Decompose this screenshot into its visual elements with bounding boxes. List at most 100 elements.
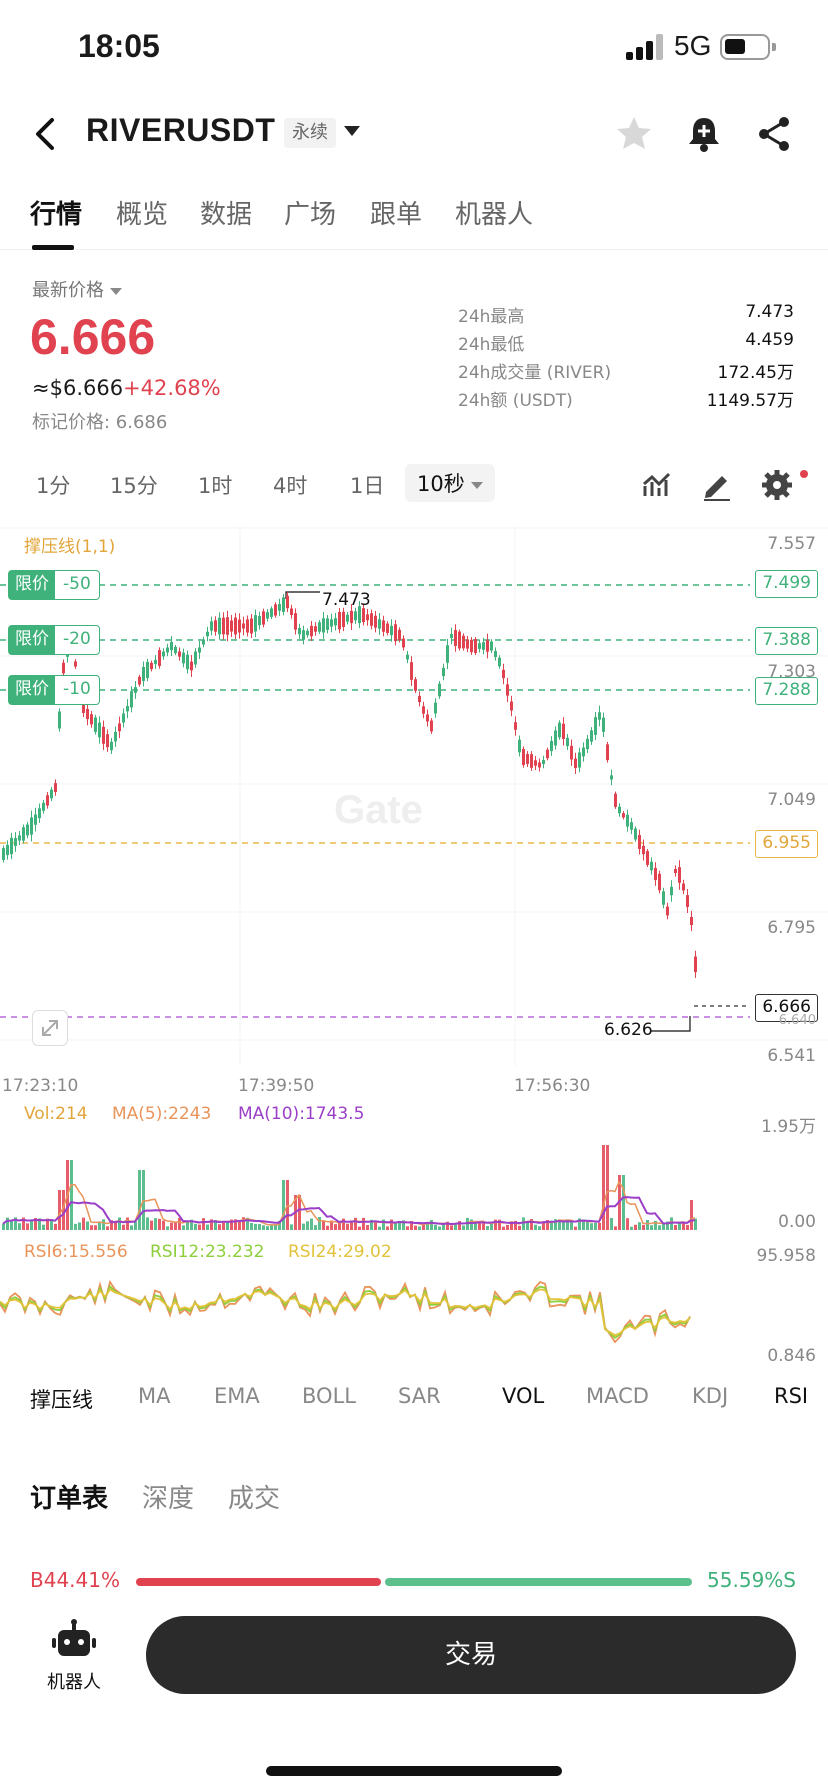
volume-bar <box>6 1217 9 1230</box>
tab-copy-trade[interactable]: 跟单 <box>370 200 423 230</box>
candle <box>562 723 565 739</box>
tab-overview[interactable]: 概览 <box>116 200 169 230</box>
interval-1h[interactable]: 1时 <box>198 474 233 498</box>
volume-bar <box>222 1222 225 1230</box>
limit-order-tag-50[interactable]: 限价 -50 <box>8 570 100 600</box>
volume-bar <box>246 1217 249 1230</box>
tab-market[interactable]: 行情 <box>30 200 83 230</box>
trade-button[interactable]: 交易 <box>146 1616 796 1694</box>
back-button[interactable] <box>26 114 66 154</box>
candle <box>410 662 413 680</box>
robot-button[interactable]: 机器人 <box>38 1618 110 1694</box>
candle <box>354 611 357 621</box>
volume-bar <box>158 1218 161 1230</box>
volume-bar <box>194 1223 197 1230</box>
volume-bar <box>42 1224 45 1230</box>
home-indicator[interactable] <box>266 1766 562 1776</box>
tab-square[interactable]: 广场 <box>284 200 337 230</box>
tab-bots[interactable]: 机器人 <box>455 200 534 230</box>
tab-trades[interactable]: 成交 <box>228 1484 281 1514</box>
sell-ratio: 55.59%S <box>707 1568 796 1592</box>
indicator-rsi[interactable]: RSI <box>774 1384 809 1408</box>
indicator-support[interactable]: 撑压线 <box>30 1388 93 1412</box>
candle <box>450 633 453 639</box>
volume-bar <box>634 1224 637 1230</box>
candle <box>22 827 25 841</box>
candle <box>122 713 125 723</box>
candle <box>638 835 641 849</box>
candle <box>282 597 285 612</box>
volume-bar <box>602 1145 605 1230</box>
volume-bar <box>118 1217 121 1230</box>
volume-bar <box>682 1222 685 1230</box>
indicator-macd[interactable]: MACD <box>586 1384 649 1408</box>
candle <box>142 667 145 681</box>
indicator-vol[interactable]: VOL <box>502 1384 545 1408</box>
pencil-icon[interactable] <box>700 468 734 502</box>
candle <box>398 629 401 640</box>
expand-chart-button[interactable] <box>32 1010 68 1046</box>
star-icon[interactable] <box>612 112 656 156</box>
volume-bar <box>238 1220 241 1230</box>
candle <box>554 730 557 746</box>
pair-title[interactable]: RIVERUSDT <box>86 112 276 148</box>
tab-depth[interactable]: 深度 <box>142 1484 195 1514</box>
interval-4h[interactable]: 4时 <box>273 474 308 498</box>
candle <box>342 611 345 628</box>
volume-bar <box>550 1220 553 1230</box>
candle <box>102 726 105 744</box>
volume-bar <box>154 1218 157 1230</box>
volume-bar <box>654 1220 657 1230</box>
tab-orderbook[interactable]: 订单表 <box>30 1484 109 1514</box>
volume-bar <box>142 1170 145 1230</box>
candle <box>210 621 213 631</box>
share-icon[interactable] <box>752 112 796 156</box>
interval-1m[interactable]: 1分 <box>36 474 71 498</box>
candle <box>690 916 693 926</box>
interval-10s[interactable]: 10秒 <box>405 464 495 502</box>
interval-15m[interactable]: 15分 <box>110 474 158 498</box>
status-time: 18:05 <box>78 28 160 64</box>
volume-bar <box>150 1220 153 1230</box>
candle <box>522 748 525 766</box>
candle <box>298 628 301 635</box>
gear-icon[interactable] <box>760 468 794 502</box>
limit-order-tag-10[interactable]: 限价 -10 <box>8 675 100 705</box>
volume-bar <box>22 1217 25 1230</box>
gate-watermark: Gate <box>334 788 423 832</box>
alert-bell-icon[interactable] <box>682 112 726 156</box>
volume-bar <box>442 1223 445 1230</box>
volume-bar <box>522 1217 525 1230</box>
header: RIVERUSDT 永续 <box>0 96 828 176</box>
limit-order-tag-20[interactable]: 限价 -20 <box>8 625 100 655</box>
interval-1d[interactable]: 1日 <box>350 474 385 498</box>
tab-data[interactable]: 数据 <box>200 200 253 230</box>
volume-bar <box>366 1225 369 1230</box>
indicator-boll[interactable]: BOLL <box>302 1384 356 1408</box>
latest-price-label[interactable]: 最新价格 <box>32 276 122 302</box>
candle <box>566 737 569 747</box>
volume-bar <box>162 1220 165 1230</box>
indicator-ema[interactable]: EMA <box>214 1384 260 1408</box>
kline-chart[interactable]: Gate 撑压线(1,1) 限价 -50 限价 -20 限价 -10 7.557 7.… <box>0 526 828 1096</box>
indicator-sar[interactable]: SAR <box>398 1384 441 1408</box>
volume-bar <box>314 1225 317 1230</box>
volume-bar <box>374 1221 377 1230</box>
indicator-ma[interactable]: MA <box>138 1384 171 1408</box>
volume-bar <box>402 1220 405 1230</box>
indicator-kdj[interactable]: KDJ <box>692 1384 729 1408</box>
volume-bar <box>530 1219 533 1230</box>
volume-bar <box>506 1224 509 1230</box>
candle <box>242 623 245 629</box>
volume-bar <box>58 1190 61 1230</box>
volume-bar <box>286 1180 289 1230</box>
status-bar: 18:05 5G <box>0 0 828 96</box>
volume-bar <box>638 1222 641 1230</box>
chevron-down-icon[interactable] <box>344 126 360 136</box>
candle <box>166 647 169 653</box>
volume-bar <box>146 1217 149 1230</box>
volume-bar <box>674 1224 677 1230</box>
candle <box>498 657 501 667</box>
volume-bar <box>78 1222 81 1230</box>
chart-indicator-icon[interactable] <box>640 468 674 502</box>
